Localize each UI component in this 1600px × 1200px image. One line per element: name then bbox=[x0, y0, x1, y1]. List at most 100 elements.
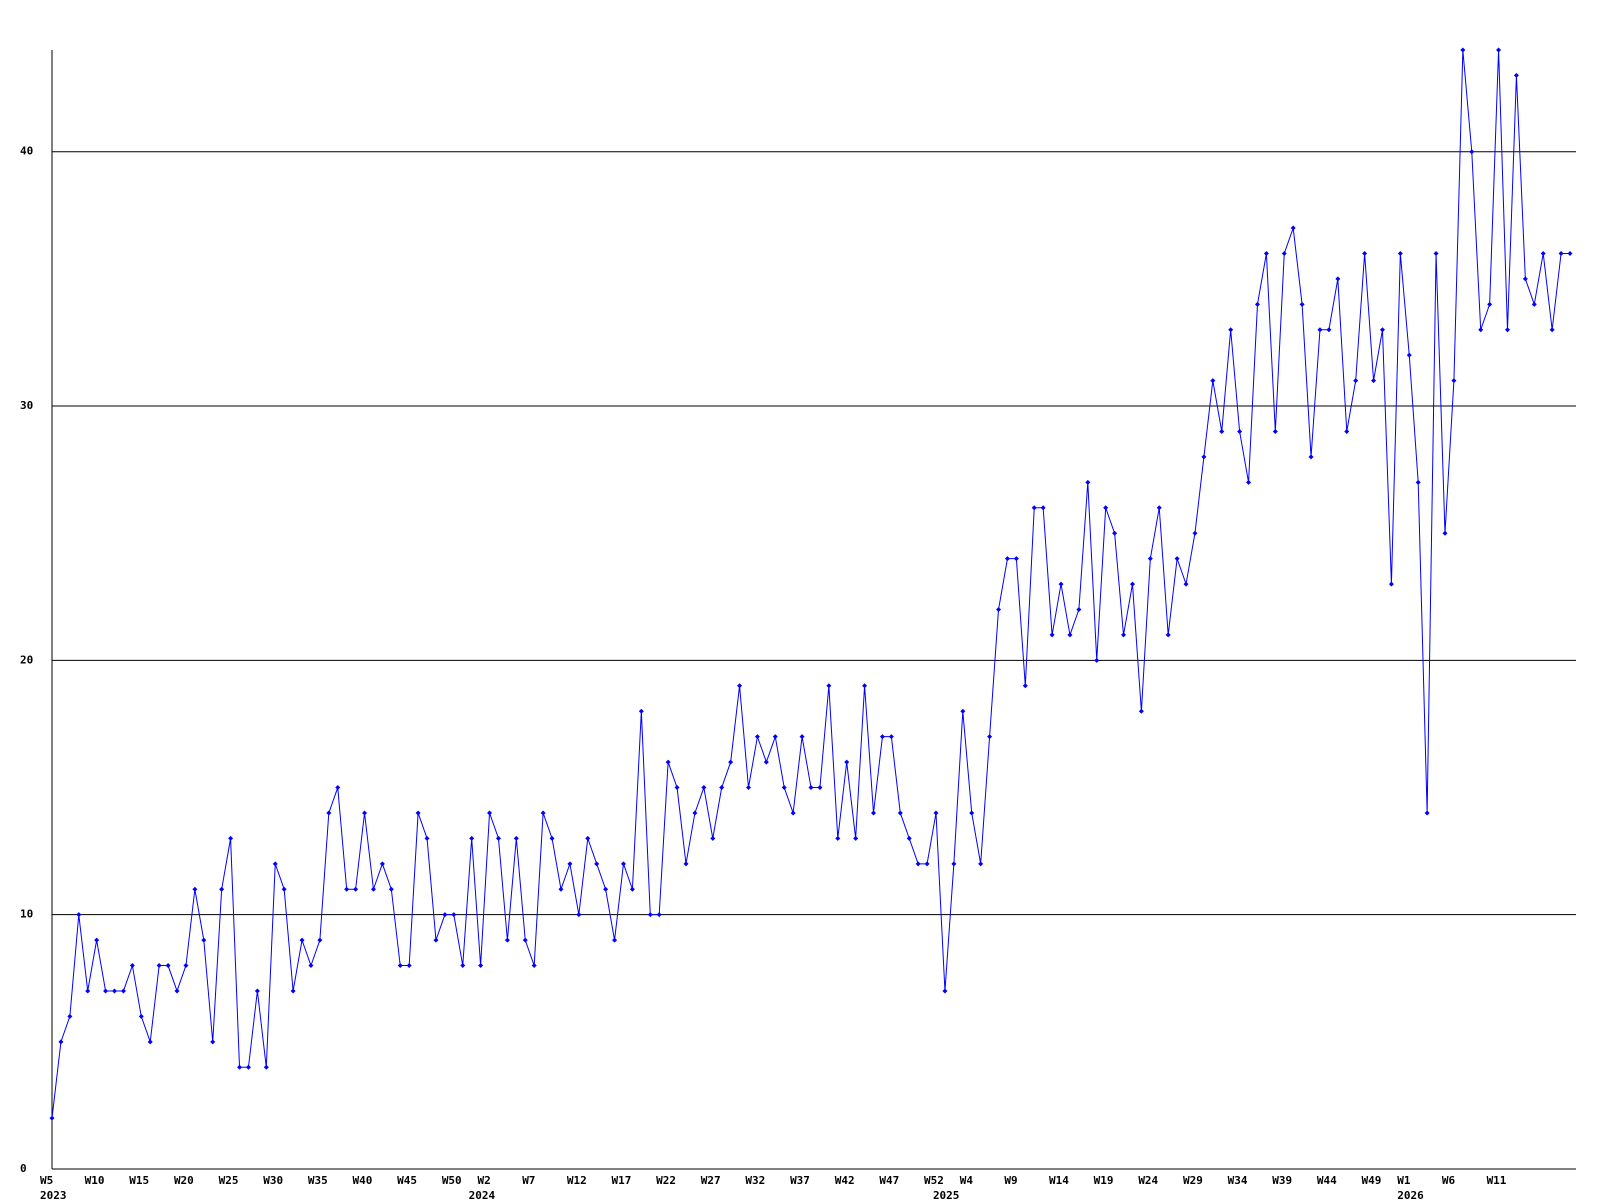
point-marker bbox=[1281, 250, 1287, 256]
point-marker bbox=[1183, 581, 1189, 587]
point-marker bbox=[1058, 581, 1064, 587]
x-tick-label: W42 bbox=[835, 1174, 855, 1187]
x-tick-label: W9 bbox=[1004, 1174, 1017, 1187]
point-marker bbox=[1004, 556, 1010, 562]
point-marker bbox=[826, 683, 832, 689]
point-marker bbox=[1290, 225, 1296, 231]
point-marker bbox=[1156, 505, 1162, 511]
point-marker bbox=[531, 963, 537, 969]
point-marker bbox=[281, 886, 287, 892]
point-marker bbox=[1210, 378, 1216, 384]
y-tick-label: 20 bbox=[20, 653, 33, 666]
point-marker bbox=[353, 886, 359, 892]
y-tick-label: 10 bbox=[20, 908, 33, 921]
point-marker bbox=[540, 810, 546, 816]
x-tick-label: W7 bbox=[522, 1174, 535, 1187]
point-marker bbox=[1076, 607, 1082, 612]
y-tick-label: 40 bbox=[20, 145, 33, 158]
point-marker bbox=[522, 937, 528, 943]
x-tick-label: W44 bbox=[1317, 1174, 1337, 1187]
x-tick-label: W24 bbox=[1138, 1174, 1158, 1187]
point-marker bbox=[1094, 657, 1100, 663]
point-marker bbox=[781, 785, 787, 791]
point-marker bbox=[1165, 632, 1171, 638]
point-marker bbox=[549, 835, 555, 841]
point-marker bbox=[1147, 556, 1153, 562]
x-tick-label: W39 bbox=[1272, 1174, 1292, 1187]
point-marker bbox=[638, 708, 644, 714]
x-tick-label: W14 bbox=[1049, 1174, 1069, 1187]
x-tick-label: W29 bbox=[1183, 1174, 1203, 1187]
point-marker bbox=[85, 988, 91, 994]
point-marker bbox=[1522, 276, 1528, 282]
point-marker bbox=[817, 785, 823, 791]
point-marker bbox=[469, 835, 475, 841]
point-marker bbox=[1237, 428, 1243, 434]
x-tick-label: W15 bbox=[129, 1174, 149, 1187]
point-marker bbox=[728, 759, 734, 765]
point-marker bbox=[665, 759, 671, 765]
point-marker bbox=[317, 937, 323, 943]
point-marker bbox=[379, 861, 385, 867]
point-marker bbox=[906, 835, 912, 841]
x-tick-label: W52 bbox=[924, 1174, 944, 1187]
year-label: 2026 bbox=[1397, 1189, 1424, 1200]
point-marker bbox=[1121, 632, 1127, 638]
year-label: 2024 bbox=[469, 1189, 496, 1200]
point-marker bbox=[1112, 530, 1118, 536]
y-tick-label: 30 bbox=[20, 399, 33, 412]
point-marker bbox=[567, 861, 573, 867]
point-marker bbox=[763, 759, 769, 765]
point-marker bbox=[290, 988, 296, 994]
point-marker bbox=[1013, 556, 1019, 562]
point-marker bbox=[710, 835, 716, 841]
point-marker bbox=[245, 1064, 251, 1070]
point-marker bbox=[1201, 454, 1207, 460]
point-marker bbox=[1317, 327, 1323, 333]
point-marker bbox=[585, 835, 591, 841]
point-marker bbox=[1344, 428, 1350, 434]
x-tick-label: W2 bbox=[478, 1174, 491, 1187]
point-marker bbox=[1397, 250, 1403, 256]
x-tick-label: W20 bbox=[174, 1174, 194, 1187]
point-marker bbox=[263, 1064, 269, 1070]
year-label: 2025 bbox=[933, 1189, 960, 1200]
point-marker bbox=[129, 963, 135, 969]
point-marker bbox=[1415, 479, 1421, 485]
point-marker bbox=[1460, 47, 1466, 53]
x-tick-label: W34 bbox=[1228, 1174, 1248, 1187]
point-marker bbox=[942, 988, 948, 994]
x-tick-label: W12 bbox=[567, 1174, 587, 1187]
point-marker bbox=[772, 734, 778, 740]
series-line bbox=[51, 49, 1570, 1119]
point-marker bbox=[1362, 250, 1368, 256]
x-tick-label: W22 bbox=[656, 1174, 676, 1187]
point-marker bbox=[362, 810, 368, 816]
point-marker bbox=[67, 1013, 73, 1019]
point-marker bbox=[1246, 479, 1252, 485]
point-marker bbox=[1040, 505, 1046, 511]
x-tick-label: W19 bbox=[1094, 1174, 1114, 1187]
point-marker bbox=[103, 988, 109, 994]
point-marker bbox=[406, 963, 412, 969]
point-marker bbox=[192, 886, 198, 892]
point-marker bbox=[1138, 708, 1144, 714]
point-marker bbox=[1451, 378, 1457, 384]
x-tick-label: W37 bbox=[790, 1174, 810, 1187]
point-marker bbox=[58, 1039, 64, 1045]
point-marker bbox=[210, 1039, 216, 1045]
point-marker bbox=[504, 937, 510, 943]
point-marker bbox=[1549, 327, 1555, 333]
point-marker bbox=[1513, 72, 1519, 78]
point-marker bbox=[701, 785, 707, 791]
point-marker bbox=[996, 607, 1002, 612]
x-tick-label: W17 bbox=[611, 1174, 631, 1187]
x-tick-label: W10 bbox=[85, 1174, 105, 1187]
point-marker bbox=[1558, 250, 1564, 256]
point-marker bbox=[1478, 327, 1484, 333]
point-marker bbox=[442, 912, 448, 918]
point-marker bbox=[719, 785, 725, 791]
point-marker bbox=[138, 1013, 144, 1019]
point-marker bbox=[853, 835, 859, 841]
